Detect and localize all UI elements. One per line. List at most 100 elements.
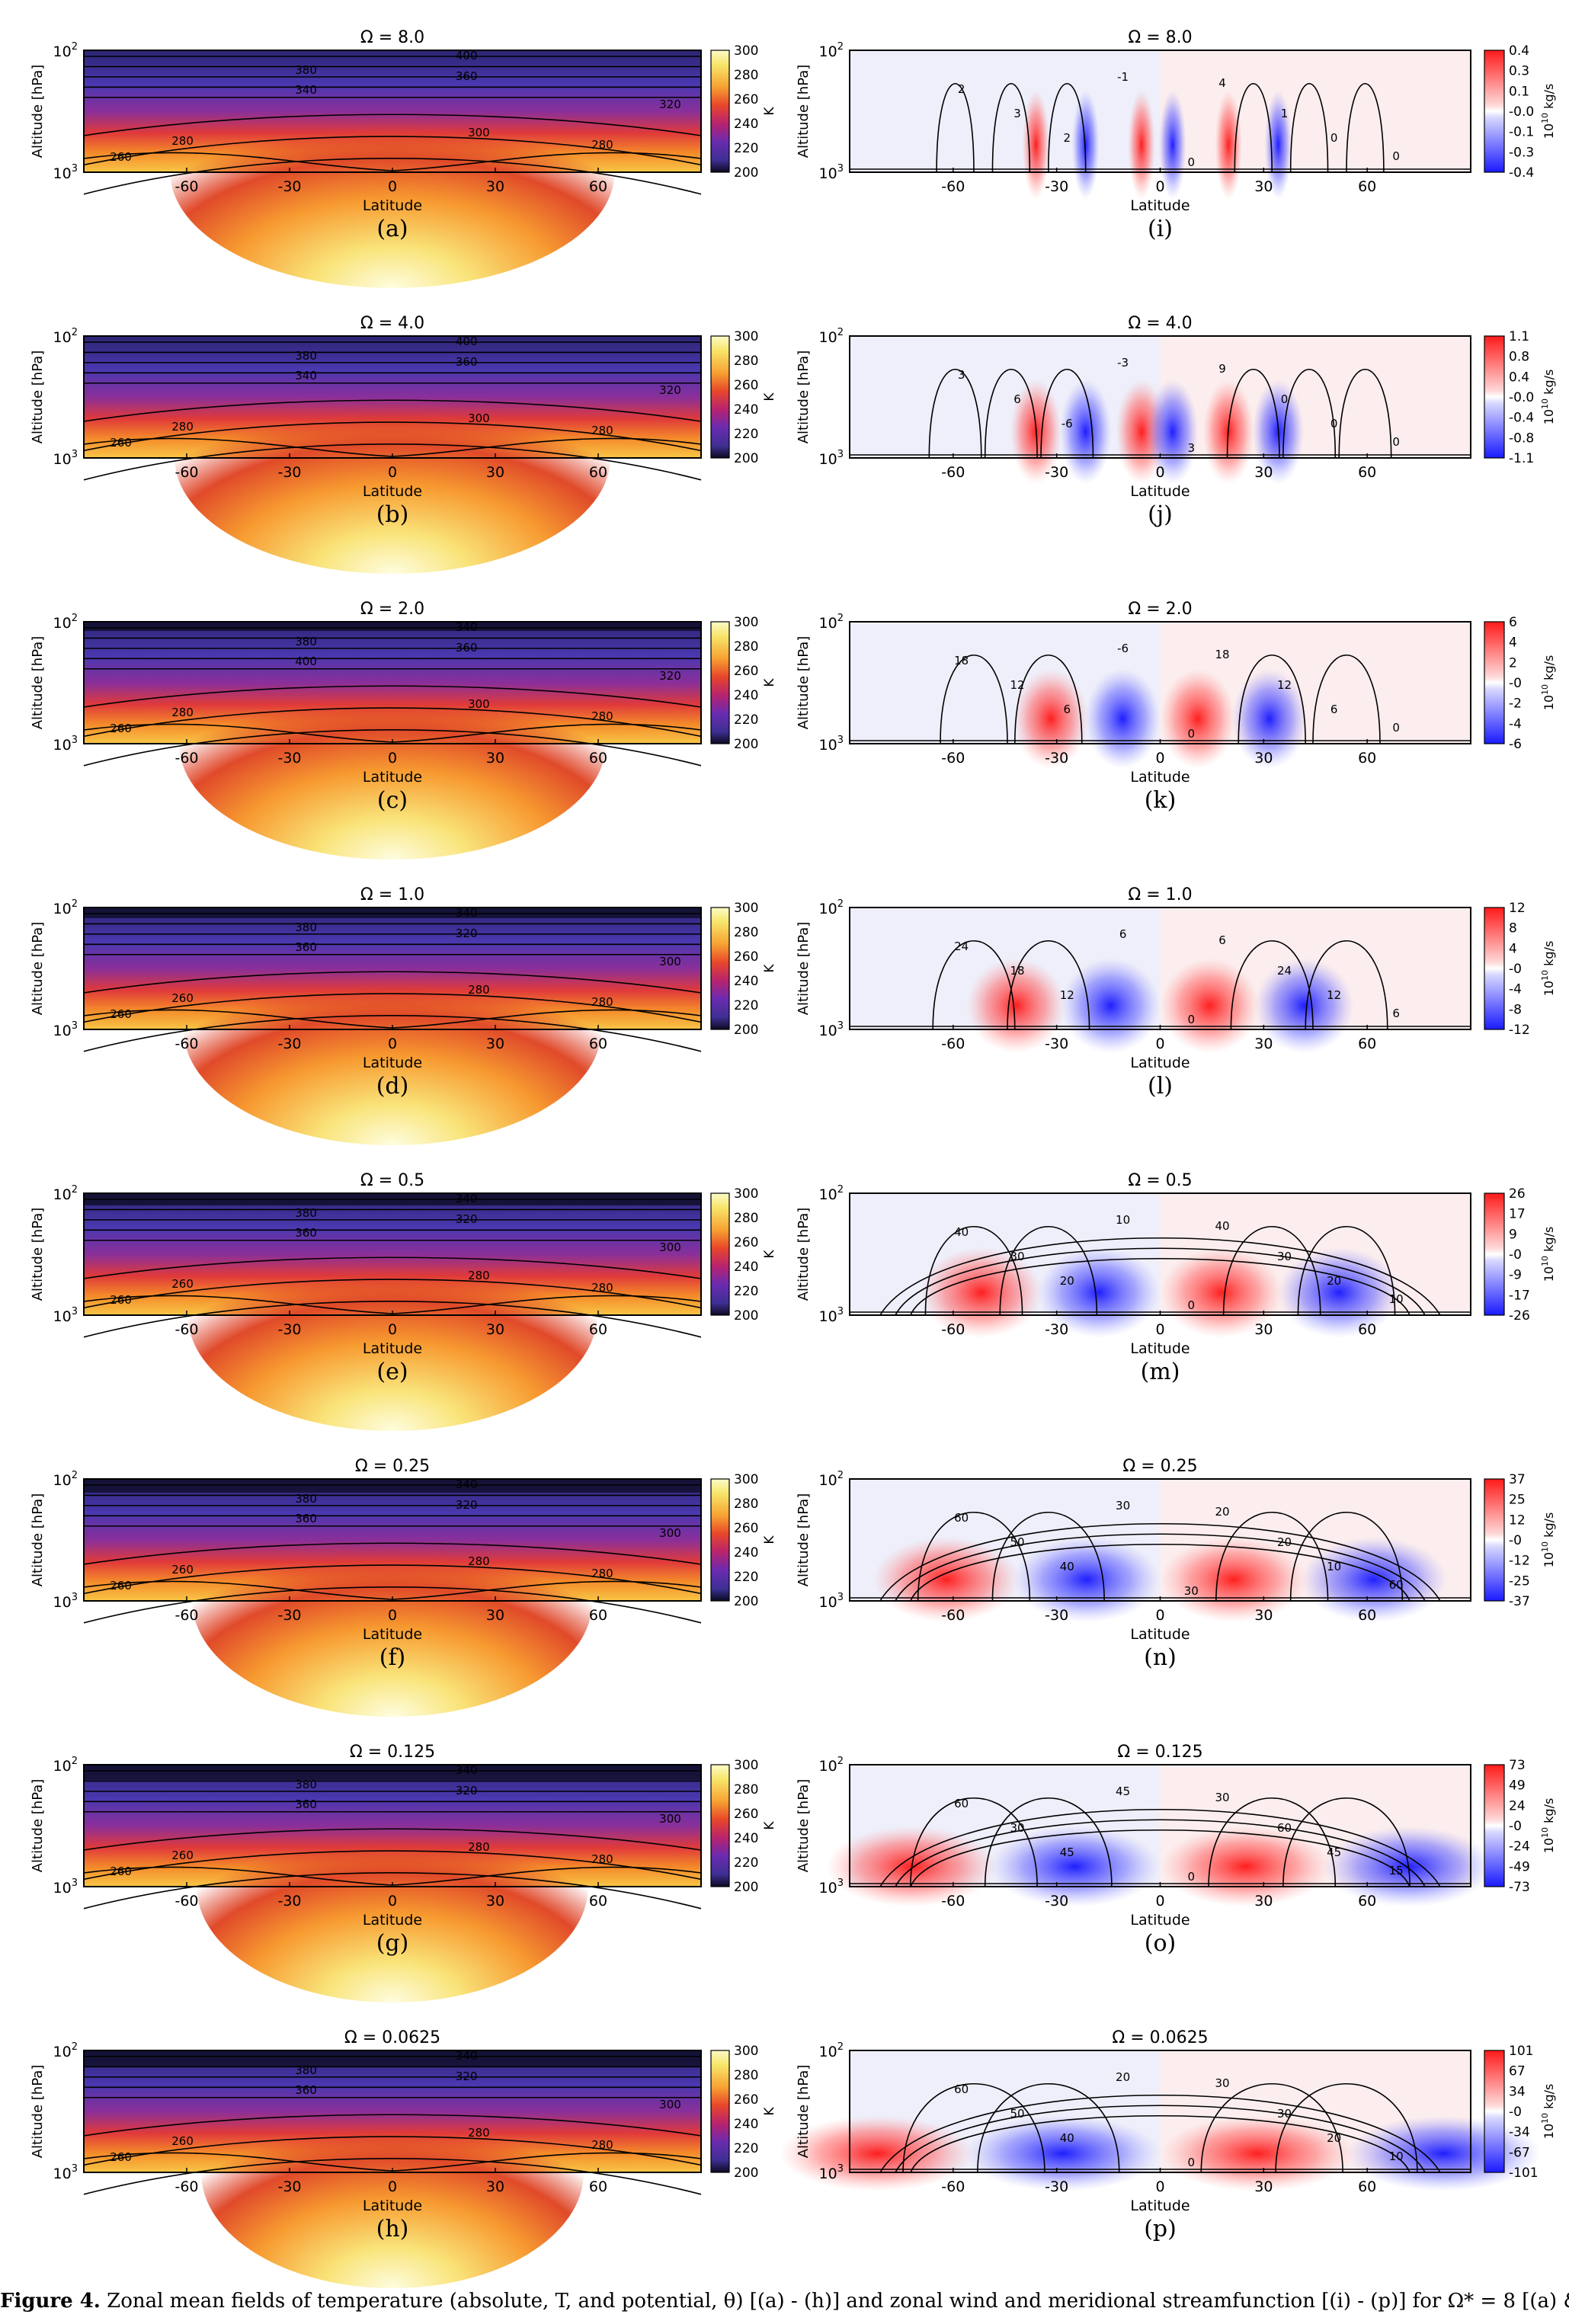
colorbar-tick-label: 300: [734, 1186, 758, 1202]
theta-contour-label: 300: [659, 1240, 681, 1254]
streamfunction-panel: Ω = 0.0625 60 50 40 20 30 30 20 10 0 -60 -30 0 30 60 La…: [780, 2028, 1556, 2242]
psi-contour-label: 9: [1218, 362, 1226, 376]
theta-contour-label: 280: [171, 706, 194, 719]
psi-contour-line: [910, 1544, 1410, 1602]
x-tick-label: 0: [388, 1893, 397, 1909]
theta-contour-label: 300: [659, 2098, 681, 2111]
psi-contour-line: [1346, 83, 1385, 173]
colorbar-unit: 1010 kg/s: [1540, 655, 1556, 711]
psi-contour-label: -6: [1061, 417, 1073, 431]
theta-contour-label: 340: [456, 2049, 478, 2063]
y-axis-label: Altitude [hPa]: [796, 1779, 812, 1873]
psi-contour-label: 2: [1063, 131, 1071, 145]
y-tick-label-bottom: 103: [53, 449, 78, 468]
wind-colorbar: [1484, 1192, 1505, 1316]
x-tick-label: -30: [1045, 1607, 1068, 1624]
psi-contour-label: 30: [1215, 1791, 1229, 1804]
x-tick-label: 60: [589, 750, 607, 767]
theta-contour-label: 280: [468, 983, 490, 997]
colorbar-tick-label: 2: [1509, 655, 1517, 671]
colorbar-tick-label: 200: [734, 737, 758, 752]
theta-contour-label: 320: [659, 669, 681, 683]
psi-contour-label: 6: [1119, 927, 1127, 941]
theta-contour-line: [392, 1866, 702, 1886]
x-axis-label: Latitude: [1130, 1626, 1190, 1643]
plot-frame: [849, 1478, 1471, 1602]
x-tick-label: -60: [175, 464, 198, 481]
x-tick-label: 60: [1358, 750, 1376, 767]
theta-contour-label: 280: [468, 1840, 490, 1854]
colorbar-tick-label: 220: [734, 998, 758, 1013]
theta-contour-label: 300: [468, 126, 490, 139]
psi-contour-line: [928, 368, 982, 459]
psi-contour-label: 30: [1277, 2107, 1292, 2121]
theta-contour-label: 340: [456, 1477, 478, 1491]
colorbar-unit: 1010 kg/s: [1540, 370, 1556, 425]
panel-label: (i): [1148, 216, 1173, 242]
colorbar-tick-label: -12: [1509, 1554, 1530, 1569]
colorbar-unit: K: [762, 107, 777, 116]
theta-contour-label: 400: [456, 49, 478, 62]
theta-contour-line: [83, 1295, 393, 1314]
colorbar-tick-label: -4: [1509, 716, 1522, 731]
theta-contour-label: 260: [110, 1007, 132, 1021]
y-tick-label-top: 102: [53, 327, 78, 346]
panel-title: Ω = 2.0: [1128, 600, 1192, 619]
panel-title: Ω = 0.5: [1128, 1171, 1192, 1190]
x-tick-label: 0: [388, 178, 397, 195]
psi-contour-label: 0: [1187, 1013, 1195, 1026]
theta-contour-label: 320: [456, 2070, 478, 2083]
westward-jet: [1277, 1247, 1401, 1338]
colorbar-tick-label: 73: [1509, 1758, 1526, 1773]
psi-contour-label: 20: [1215, 1505, 1229, 1519]
x-tick-label: 30: [486, 750, 504, 767]
colorbar-tick-label: -0: [1509, 1819, 1522, 1834]
x-tick-label: -30: [1045, 750, 1068, 767]
psi-contour-label: 40: [1215, 1219, 1229, 1233]
theta-contour-label: 260: [171, 1277, 194, 1291]
psi-contour-label: 3: [1187, 441, 1195, 455]
x-tick-label: 0: [388, 464, 397, 481]
colorbar-tick-label: -2: [1509, 696, 1522, 712]
x-tick-label: -60: [175, 1893, 198, 1909]
x-axis-label: Latitude: [363, 197, 422, 214]
y-tick-label-top: 102: [819, 613, 844, 632]
theta-contour-line: [83, 707, 702, 738]
psi-contour-label: 18: [1215, 648, 1229, 661]
wind-colorbar: [1484, 50, 1505, 173]
psi-contour-line: [1238, 654, 1307, 744]
y-tick-label-top: 102: [819, 41, 844, 60]
x-tick-label: 0: [388, 1607, 397, 1624]
psi-contour-line: [984, 368, 1038, 459]
theta-contour-label: 300: [468, 411, 490, 425]
theta-contour-label: 280: [171, 134, 194, 148]
colorbar-tick-label: 67: [1509, 2064, 1526, 2079]
colorbar-tick-label: 260: [734, 1235, 758, 1250]
psi-contour-label: 10: [1327, 1560, 1341, 1573]
wind-colorbar: [1484, 621, 1505, 744]
colorbar-unit: K: [762, 1250, 777, 1259]
theta-contour-line: [83, 421, 702, 452]
westward-jet: [1147, 379, 1199, 485]
y-tick-label-bottom: 103: [819, 163, 844, 182]
psi-contour-label: 1: [1281, 107, 1289, 120]
theta-contour-label: 280: [591, 424, 613, 437]
psi-contour-line: [1312, 654, 1381, 744]
wind-colorbar: [1484, 907, 1505, 1030]
panel-label: (f): [379, 1644, 406, 1671]
psi-contour-label: 10: [1389, 1292, 1404, 1306]
y-axis-label: Altitude [hPa]: [796, 922, 812, 1016]
eastward-jet: [1160, 958, 1260, 1054]
x-tick-label: -60: [175, 178, 198, 195]
theta-contour-label: 280: [591, 2138, 613, 2152]
panel-title: Ω = 0.25: [1122, 1457, 1197, 1476]
x-tick-label: 60: [589, 1036, 607, 1052]
colorbar-tick-label: 300: [734, 1758, 758, 1773]
theta-contour-label: 320: [659, 383, 681, 397]
psi-contour-line: [910, 1797, 1038, 1887]
x-axis-label: Latitude: [1130, 1340, 1190, 1357]
theta-contour-label: 320: [456, 1212, 478, 1226]
x-axis-label: Latitude: [363, 1912, 422, 1929]
